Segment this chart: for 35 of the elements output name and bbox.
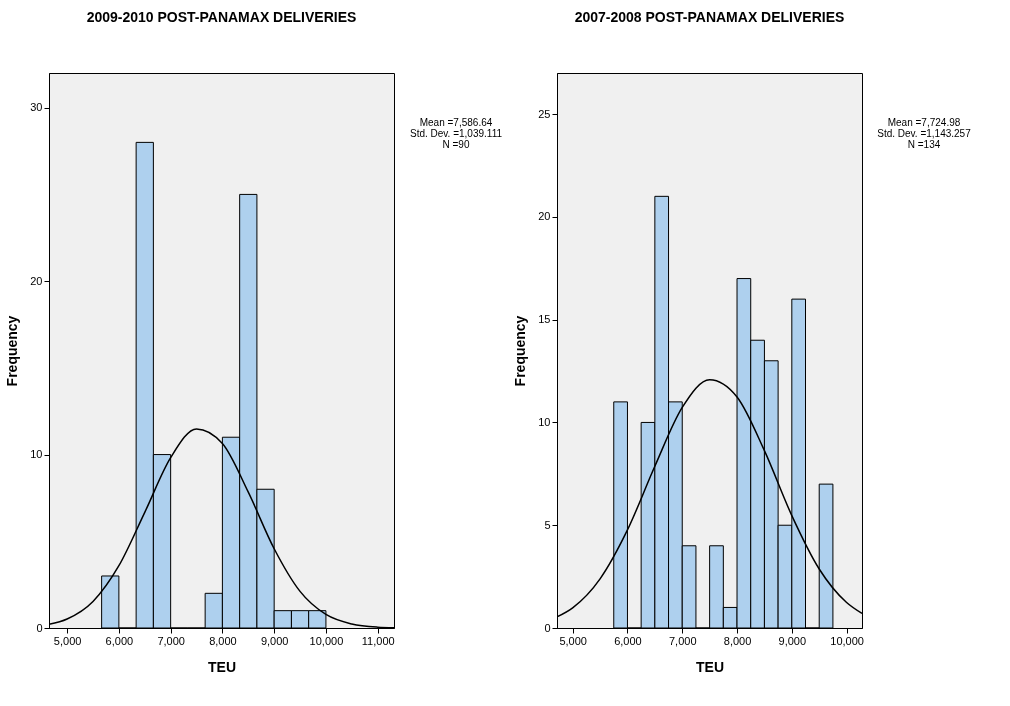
x-tick-label: 7,000 (157, 634, 185, 647)
y-tick-label: 10 (538, 415, 551, 428)
y-tick-label: 30 (30, 101, 43, 114)
x-tick-label: 11,000 (361, 634, 395, 647)
y-tick-label: 15 (538, 313, 551, 326)
x-tick-label: 9,000 (778, 634, 807, 647)
text: Mean =7,724.98 (887, 117, 961, 128)
x-tick-label: 6,000 (105, 634, 134, 647)
x-tick-label: 5,000 (53, 634, 82, 647)
text: N =90 (442, 139, 470, 150)
x-tick-label: 10,000 (830, 634, 864, 647)
y-tick-label: 20 (30, 274, 43, 287)
x-tick-label: 8,000 (723, 634, 752, 647)
text: N =134 (907, 139, 941, 150)
x-tick-label: 7,000 (668, 634, 697, 647)
text: Std. Dev. =1,143.257 (877, 128, 972, 139)
x-tick-label: 8,000 (209, 634, 237, 647)
x-axis-title: TEU (208, 658, 236, 675)
y-tick-label: 0 (36, 621, 43, 634)
y-tick-label: 5 (544, 518, 551, 531)
text: Mean =7,586.64 (419, 117, 493, 128)
x-tick-label: 6,000 (614, 634, 642, 647)
x-tick-label: 9,000 (260, 634, 289, 647)
y-tick-label: 0 (544, 621, 551, 634)
text: Std. Dev. =1,039.111 (409, 128, 503, 139)
x-axis-title: TEU (696, 658, 724, 675)
y-tick-label: 20 (538, 210, 551, 223)
chart-title: 2009-2010 POST-PANAMAX DELIVERIES (86, 9, 357, 25)
x-tick-label: 10,000 (309, 634, 344, 647)
y-axis-title: Frequency (512, 315, 529, 387)
y-tick-label: 10 (30, 448, 43, 461)
y-axis-title: Frequency (4, 315, 21, 387)
chart-title: 2007-2008 POST-PANAMAX DELIVERIES (574, 9, 845, 25)
y-tick-label: 25 (538, 107, 551, 120)
x-tick-label: 5,000 (559, 634, 587, 647)
